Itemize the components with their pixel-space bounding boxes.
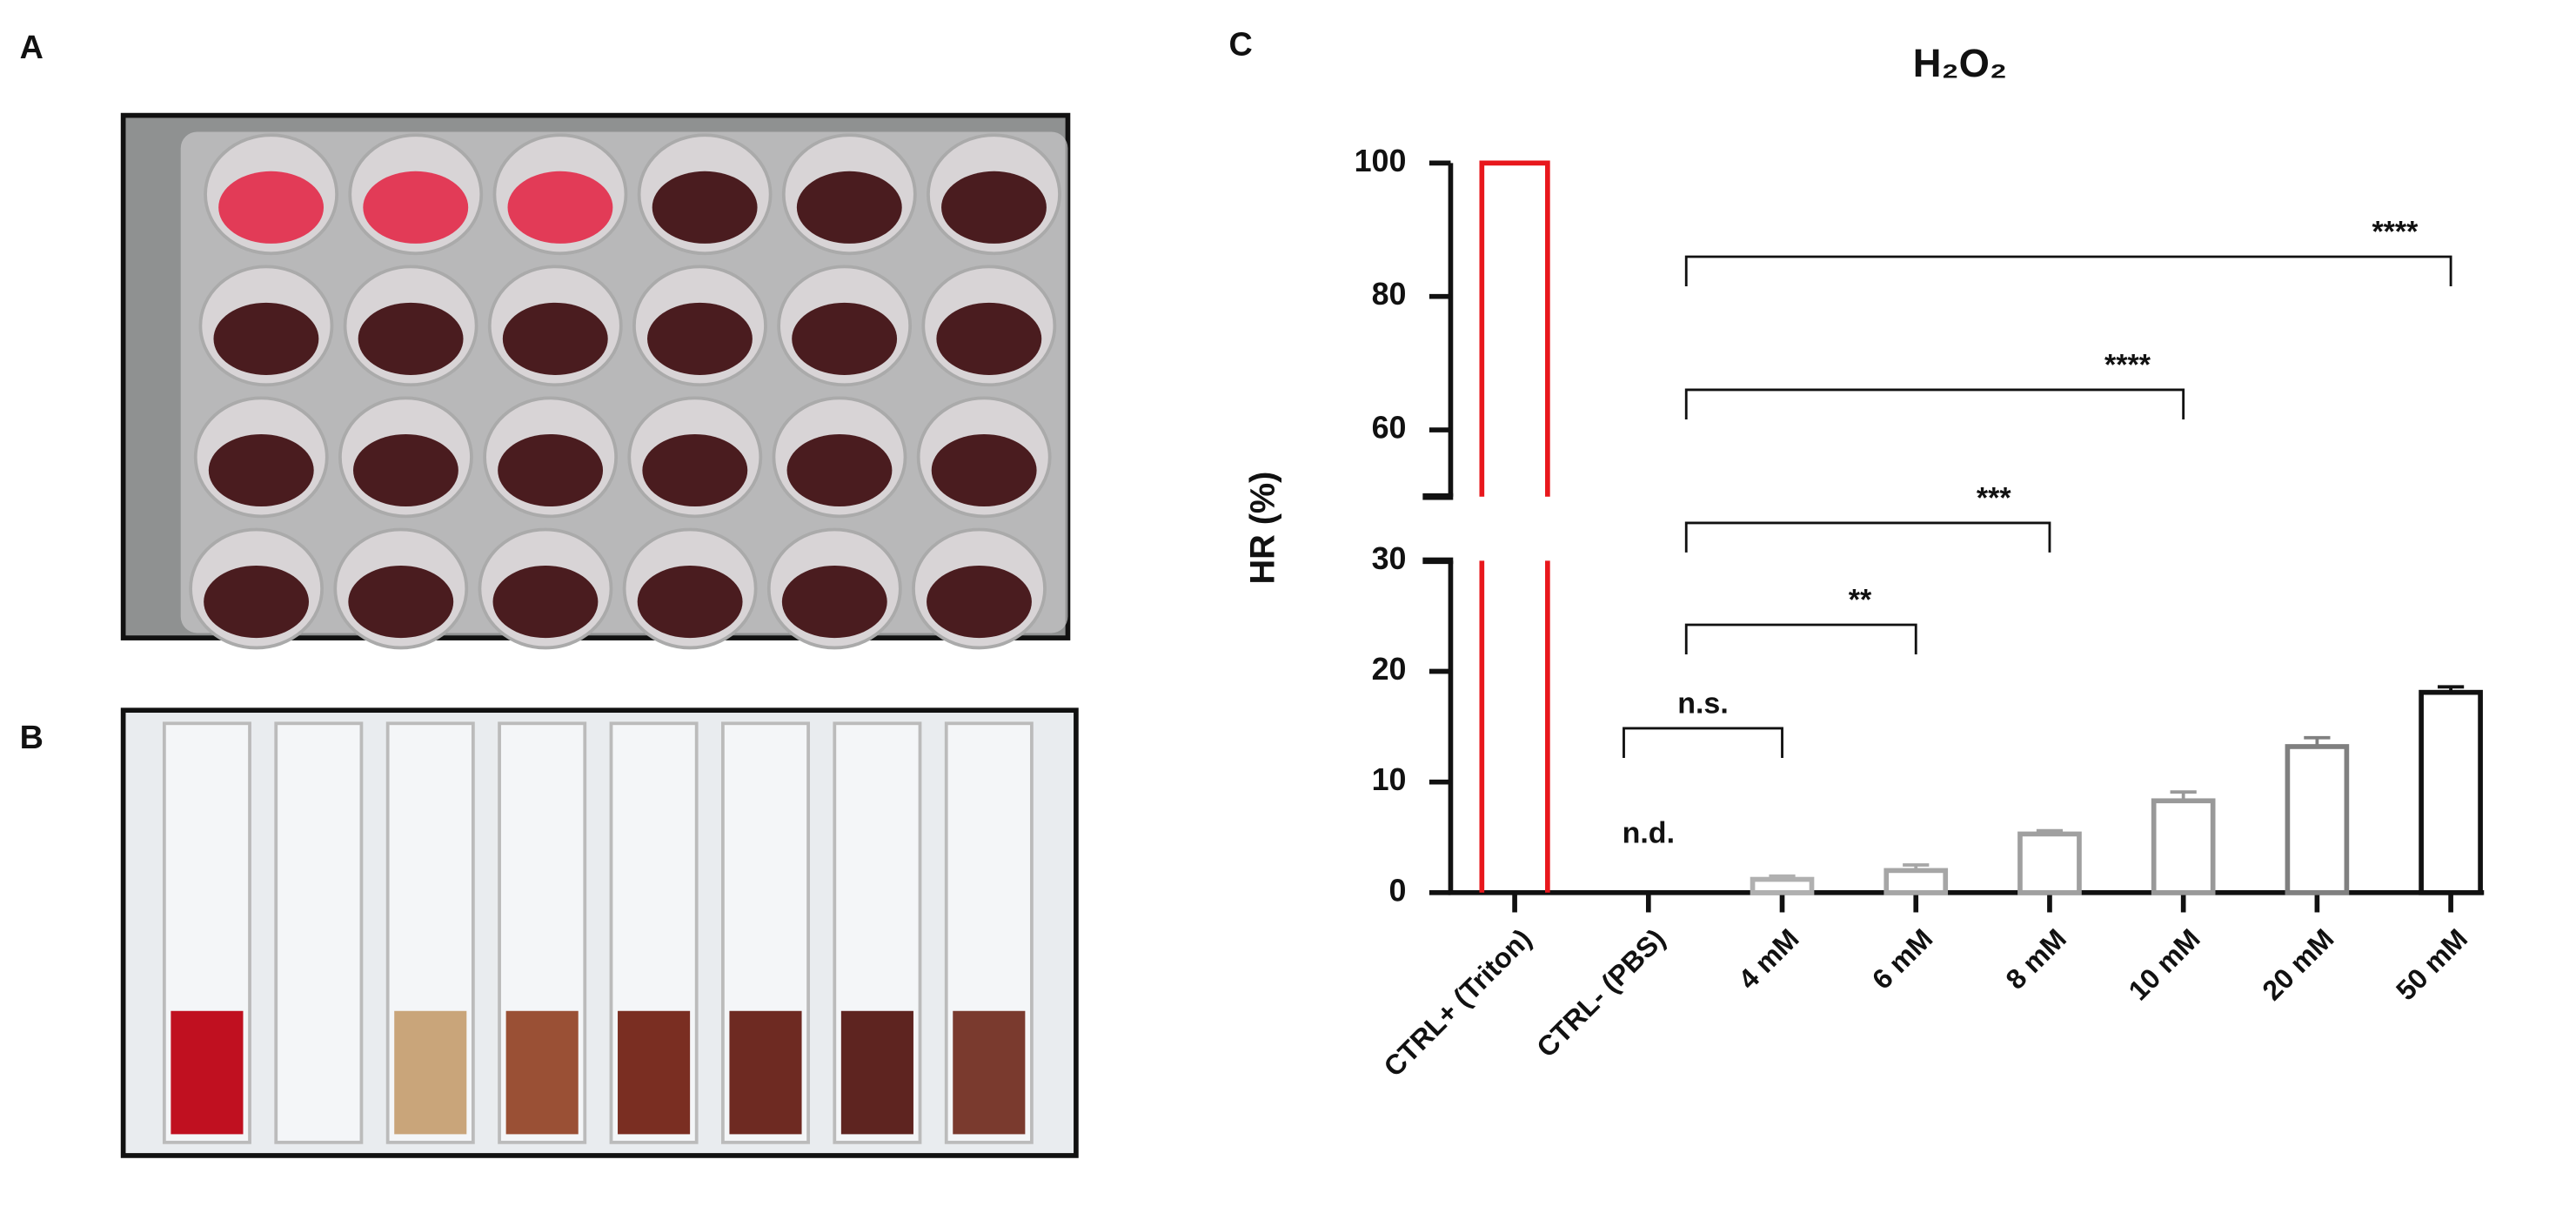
well-liquid [502,302,608,375]
well-liquid [507,171,613,244]
significance-bracket [1623,727,1783,758]
significance-label: ** [1849,584,1872,617]
well-liquid [786,433,893,507]
cuvette-liquid [505,1010,579,1135]
x-tick-label: 8 mM [2000,922,2072,995]
bar [1479,560,1550,893]
well-liquid [647,302,753,375]
well-liquid [796,171,902,244]
well-liquid [936,302,1042,375]
bar [2285,744,2350,895]
well-liquid [353,433,458,507]
cuvette-liquid [729,1010,802,1135]
cuvette-liquid [171,1010,244,1135]
well-liquid [358,302,464,375]
bar [2151,798,2216,895]
x-tick-label: CTRL- (PBS) [1530,922,1671,1063]
y-tick-label: 60 [1372,411,1407,446]
y-tick-label: 20 [1372,652,1407,687]
bar [1883,868,1949,895]
well-liquid [492,566,599,639]
well-liquid [652,171,758,244]
significance-bracket [1684,255,2452,286]
y-tick-label: 100 [1355,144,1407,178]
x-tick-label: CTRL+ (Triton) [1377,922,1537,1083]
well-liquid [348,566,454,639]
significance-bracket [1684,623,1917,654]
y-tick-label: 0 [1389,873,1407,908]
panel-label: B [20,720,43,756]
panel-label: A [20,30,43,66]
well-liquid [927,566,1032,639]
value-label: n.d. [1623,817,1675,850]
well-liquid [204,566,310,639]
significance-label: **** [2372,216,2419,249]
cuvette-liquid [394,1010,467,1135]
cuvette-liquid [840,1010,913,1135]
well-liquid [363,171,469,244]
x-tick-label: 50 mM [2390,922,2473,1006]
x-tick-label: 10 mM [2123,922,2206,1006]
well-liquid [792,302,898,375]
well-liquid [941,171,1047,244]
well-liquid [498,433,604,507]
error-bar [1769,874,1796,880]
error-bar [1903,863,1930,871]
error-bar [2304,735,2331,747]
cuvette-liquid [618,1010,691,1135]
significance-label: n.s. [1677,687,1729,721]
bar [2017,831,2082,895]
cuvette-liquid [953,1010,1026,1135]
error-bar [2036,828,2064,835]
significance-bracket [1684,521,2051,553]
well-liquid [781,566,887,639]
significance-bracket [1684,388,2185,419]
well-liquid [931,433,1037,507]
x-tick-label: 6 mM [1866,922,1938,995]
significance-label: **** [2104,349,2151,382]
cuvette [274,721,364,1144]
bar [1479,160,1550,497]
photo-cuvettes [120,707,1079,1158]
well-liquid [637,566,743,639]
error-bar [2437,685,2465,693]
x-tick-label: 4 mM [1732,922,1804,995]
y-tick-label: 10 [1372,762,1407,797]
panel-label: C [1229,26,1253,63]
x-tick-label: 20 mM [2256,922,2339,1006]
bar [2419,689,2483,895]
y-axis-label: HR (%) [1244,472,1282,585]
well-liquid [208,433,314,507]
well-liquid [213,302,319,375]
y-tick-label: 80 [1372,277,1407,312]
chart-title: H₂O₂ [1913,41,2007,85]
photo-well-plate [120,112,1071,650]
well-liquid [642,433,748,507]
error-bar [2170,790,2197,801]
well-liquid [218,171,325,244]
y-tick-label: 30 [1372,541,1407,576]
significance-label: *** [1977,481,2011,514]
bar [1750,876,1815,895]
